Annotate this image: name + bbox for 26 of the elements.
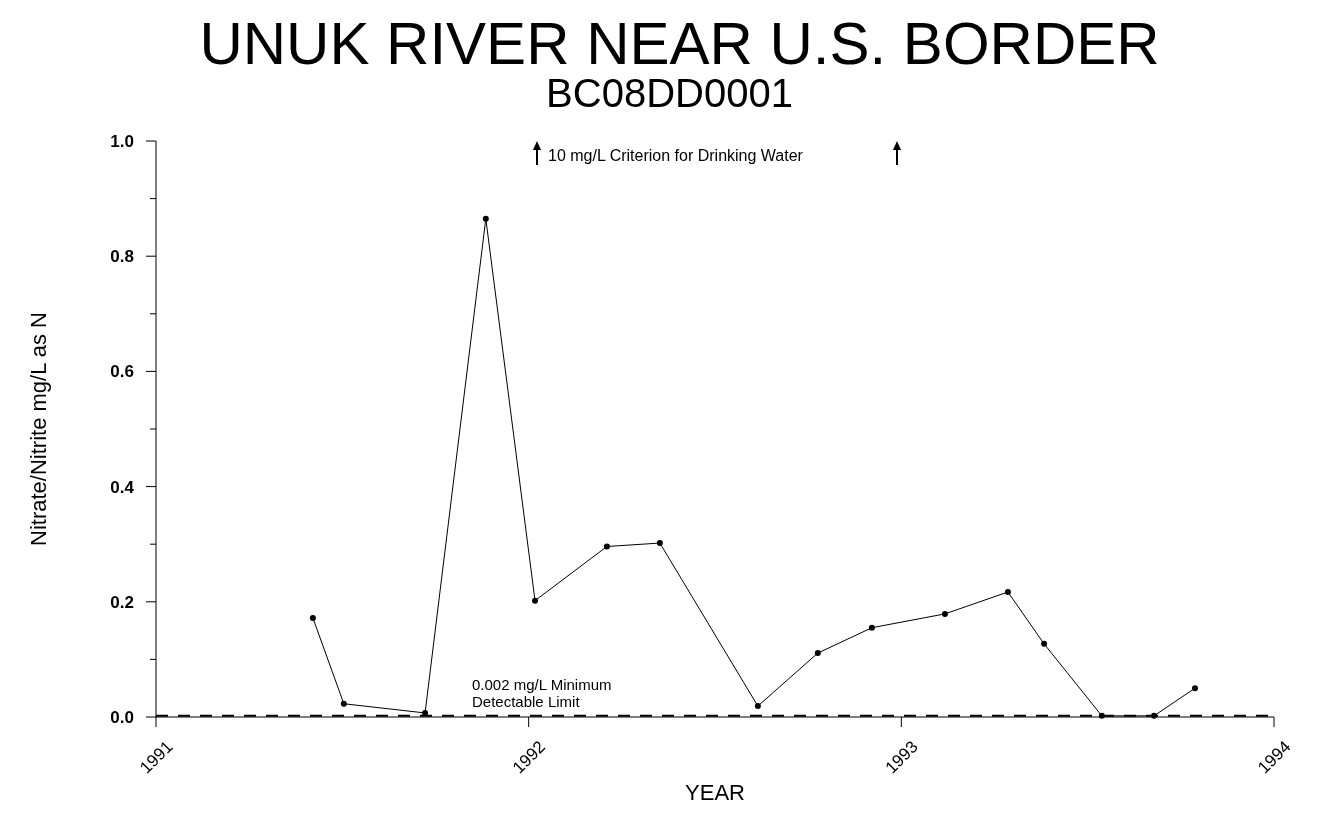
annotation: 10 mg/L Criterion for Drinking Water [548, 147, 804, 164]
y-tick-label: 0.6 [110, 362, 134, 382]
point [1151, 712, 1157, 719]
y-tick-label: 0.2 [110, 592, 134, 612]
point [814, 650, 821, 657]
point [482, 215, 489, 222]
y-axis-title: Nitrate/Nitrite mg/L as N [26, 312, 51, 546]
point [1191, 685, 1198, 692]
y-tick-label: 0.4 [110, 477, 135, 497]
y-tick-label: 0.8 [110, 247, 134, 267]
point [1041, 640, 1048, 647]
point [868, 624, 875, 631]
point [1098, 712, 1105, 719]
x-axis-title: YEAR [685, 780, 745, 805]
ref-line-label: 0.002 mg/L Minimum Detectable Limit [472, 675, 612, 710]
point [422, 709, 429, 716]
point [532, 597, 538, 604]
point [603, 543, 610, 550]
y-tick-label: 1.0 [110, 131, 134, 151]
point [941, 610, 948, 617]
point [656, 540, 663, 547]
point [1004, 589, 1011, 596]
point [340, 700, 347, 707]
point [309, 614, 316, 621]
y-tick-label: 0.0 [110, 707, 134, 727]
point [754, 703, 761, 710]
